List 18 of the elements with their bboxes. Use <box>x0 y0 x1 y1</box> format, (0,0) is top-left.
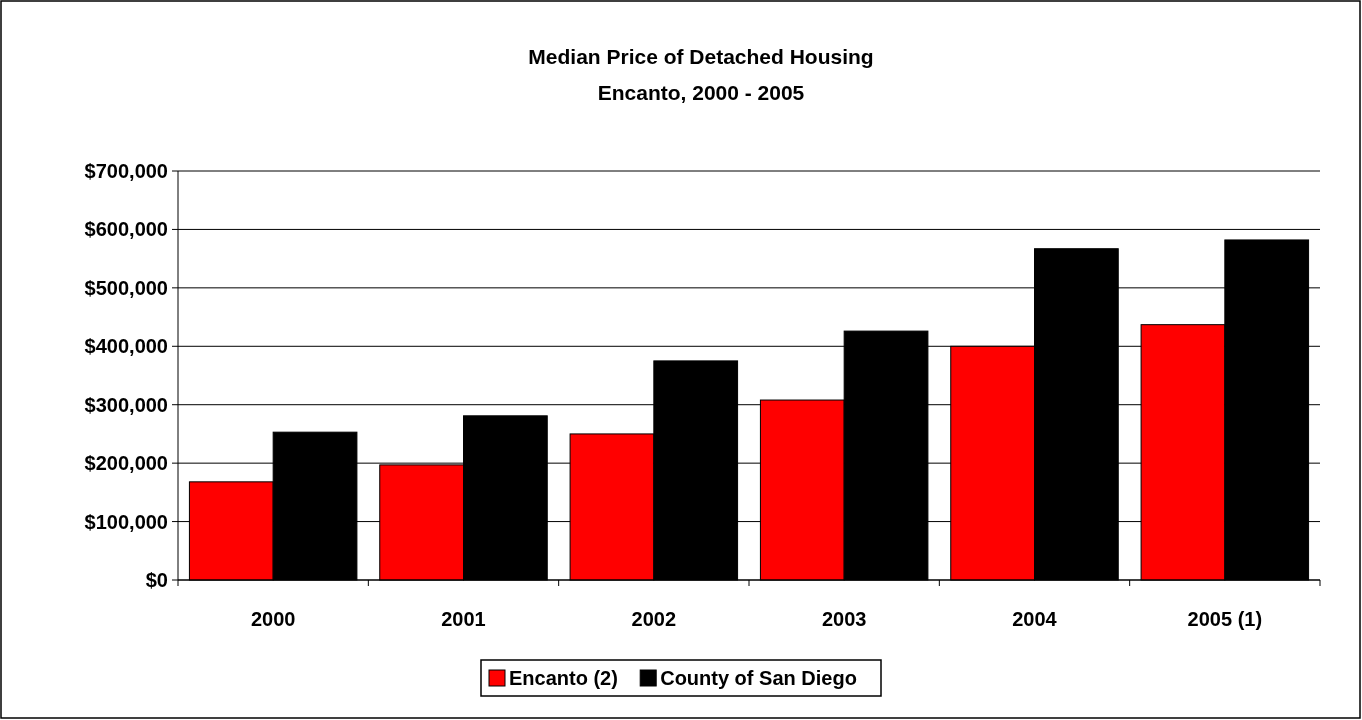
chart-subtitle: Encanto, 2000 - 2005 <box>597 81 805 104</box>
x-tick-label: 2002 <box>631 608 677 630</box>
y-tick-label: $500,000 <box>84 276 168 299</box>
x-tick-label: 2004 <box>1012 608 1058 630</box>
legend-label: Encanto (2) <box>509 667 618 689</box>
y-tick-label: $0 <box>145 569 168 591</box>
x-tick-label: 2005 (1) <box>1187 608 1263 630</box>
y-tick-label: $400,000 <box>84 335 168 358</box>
y-tick-label: $100,000 <box>84 510 168 533</box>
y-tick-label: $600,000 <box>84 218 168 241</box>
legend-label: County of San Diego <box>660 667 857 689</box>
chart-title: Median Price of Detached Housing <box>528 45 874 68</box>
y-tick-label: $700,000 <box>84 160 168 182</box>
x-tick-label: 2000 <box>250 608 296 630</box>
x-tick-label: 2003 <box>821 608 867 630</box>
x-tick-label: 2001 <box>441 608 486 630</box>
y-tick-label: $300,000 <box>84 393 168 416</box>
y-tick-label: $200,000 <box>84 452 168 475</box>
